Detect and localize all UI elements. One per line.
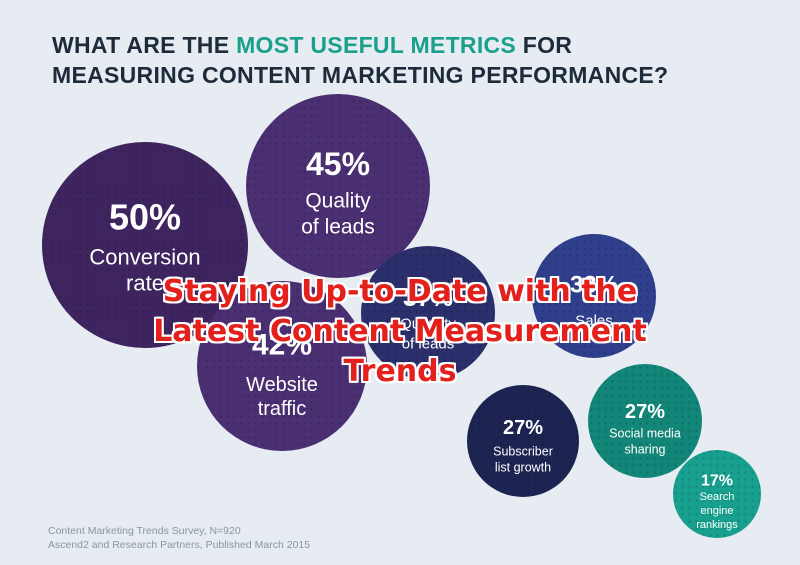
bubble-category-label: of leads — [402, 335, 455, 352]
bubble-sales: 33% Sales — [532, 234, 656, 358]
bubble-category-label: traffic — [258, 398, 307, 420]
chart-title: WHAT ARE THE MOST USEFUL METRICS FOR MEA… — [52, 30, 752, 90]
bubble-percent-label: 27% — [625, 401, 665, 423]
bubble-search-engine-rankings: 17%Search engine rankings — [673, 450, 761, 538]
bubble-percent-label: 33% — [570, 271, 618, 298]
overlay-line-2: Latest Content Measurement — [153, 314, 647, 349]
bubble-percent-label: 27% — [503, 417, 543, 439]
title-suffix: FOR — [516, 32, 573, 58]
bubble-quality-of-leads: 45% Quality of leads — [246, 94, 430, 278]
bubble-texture — [197, 281, 367, 451]
title-prefix: WHAT ARE THE — [52, 32, 237, 58]
bubble-category-label: Sales — [575, 312, 613, 329]
bubble-texture — [42, 142, 248, 348]
bubble-texture — [588, 364, 702, 478]
overlay-line-1: Staying Up-to-Date with the — [162, 274, 638, 309]
bubble-category-label: Search — [700, 491, 735, 503]
bubble-category-label: Subscriber — [493, 444, 553, 458]
bubble-category-label: Quantity — [400, 315, 456, 332]
bubble-percent-label: 37% — [403, 284, 453, 312]
bubble-percent-label: 50% — [109, 197, 181, 238]
bubble-percent-label: 45% — [306, 146, 370, 182]
bubble-category-label: Quality — [305, 189, 371, 212]
bubble-texture — [467, 385, 579, 497]
bubble-percent-label: 17% — [701, 473, 733, 490]
bubble-texture — [246, 94, 430, 278]
title-line-1: WHAT ARE THE MOST USEFUL METRICS FOR — [52, 30, 752, 60]
bubble-category-label: Website — [246, 374, 318, 396]
bubble-quantity-of-leads: 37% Quantity of leads — [361, 246, 495, 380]
title-line-2: MEASURING CONTENT MARKETING PERFORMANCE? — [52, 62, 669, 88]
bubble-category-label: rate — [126, 271, 164, 296]
bubble-category-label: sharing — [625, 442, 666, 456]
bubble-texture — [532, 234, 656, 358]
title-highlight: MOST USEFUL METRICS — [236, 32, 517, 58]
bubble-texture — [673, 450, 761, 538]
bubble-texture — [361, 246, 495, 380]
source-note: Content Marketing Trends Survey, N=920 A… — [48, 524, 310, 552]
bubble-social-media-sharing: 27% Social media sharing — [588, 364, 702, 478]
bubble-category-label: engine — [700, 505, 733, 517]
bubble-category-label: rankings — [696, 519, 738, 531]
bubble-subscriber-list-growth: 27% Subscriber list growth — [467, 385, 579, 497]
bubble-category-label: Conversion — [89, 245, 200, 270]
source-line-1: Content Marketing Trends Survey, N=920 — [48, 525, 241, 537]
overlay-headline: Staying Up-to-Date with the Latest Conte… — [0, 272, 800, 392]
overlay-line-3: Trends — [343, 354, 457, 389]
source-line-2: Ascend2 and Research Partners, Published… — [48, 539, 311, 551]
bubble-percent-label: 42% — [252, 329, 312, 362]
bubble-category-label: of leads — [301, 215, 375, 238]
bubble-category-label: Social media — [609, 426, 681, 440]
bubble-category-label: list growth — [495, 460, 551, 474]
